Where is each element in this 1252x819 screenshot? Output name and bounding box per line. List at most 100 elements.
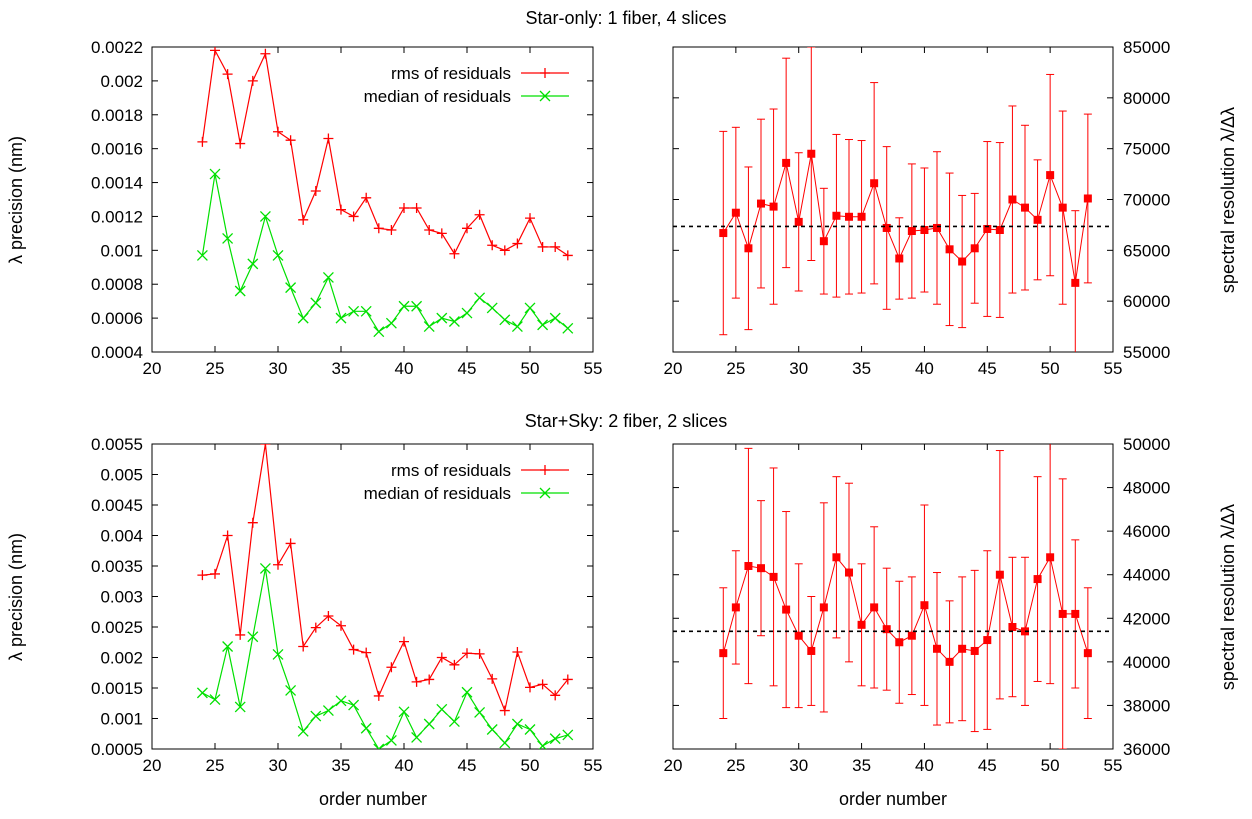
row2-right-data-point [782,605,791,614]
row1-left-series-point-0 [499,245,510,256]
row2-right-ylabel: spectral resolution λ/Δλ [1218,504,1238,690]
row1-left-series-point-1 [562,322,574,334]
row2-left-series-point-0 [512,647,523,658]
row2-left-xtick-label: 20 [143,756,162,775]
row2-left-ytick-label: 0.0015 [91,679,143,698]
row2-right-xtick-label: 50 [1041,756,1060,775]
row1-right-ylabel: spectral resolution λ/Δλ [1218,107,1238,293]
row2-left-ytick-label: 0.0035 [91,557,143,576]
row1-left-ylabel: λ precision (nm) [6,136,26,264]
row1-left-series-point-0 [373,223,384,234]
row2-left-series-point-0 [348,644,359,655]
row2-right-plot-area [673,444,1113,749]
row1-left-series-point-1 [385,317,397,329]
row1-right-data-point [920,226,929,234]
row1-right-ytick-label: 70000 [1123,191,1170,210]
row2-left-series-point-1 [348,699,360,711]
row1-left-series-point-1 [259,210,271,222]
row2-title: Star+Sky: 2 fiber, 2 slices [525,411,728,431]
row2-left-series-point-0 [537,679,548,690]
row2-right-data-point [731,603,740,612]
row1-left-series-point-0 [411,202,422,213]
row2-left-xtick-label: 25 [206,756,225,775]
row2-left-series-point-1 [499,737,511,749]
row1-left-ytick-label: 0.0004 [91,343,143,362]
row1-left-series-point-1 [474,292,486,304]
row1-right-data-point [1008,195,1017,204]
row2-left-ytick-label: 0.003 [100,588,143,607]
row1-right-data-point [1046,171,1055,180]
row1-left-ytick-label: 0.0016 [91,140,143,159]
row2-left-series-point-1 [562,729,574,741]
row1-left-ytick-label: 0.001 [100,241,143,260]
row1-left-legend-marker-1 [539,90,551,102]
row2-right-data-point [757,564,765,573]
row1-left-series-point-0 [310,186,321,197]
row1-right-data-point [782,158,791,167]
row2-right-xtick-label: 25 [726,756,745,775]
row2-left-series-point-0 [474,648,485,659]
row1-left-series-line-0 [201,48,569,256]
row2-left-xlabel: order number [319,789,427,809]
row2-right-data-point [945,657,954,666]
row1-left-xtick-label: 55 [584,359,603,378]
row1-left-xtick-label: 40 [395,359,414,378]
row2-left-series-point-1 [209,694,221,706]
row1-left-series-line-1 [201,173,569,333]
row2-left-series-point-1 [285,684,297,696]
row1-left-legend-label-1: median of residuals [364,87,511,106]
row2-left-series-point-1 [549,733,561,745]
row2-right-data-point [1083,649,1092,658]
row2-left-series-point-0 [436,652,447,663]
row2-left-series-point-1 [385,735,397,746]
row2-left-series-point-0 [247,517,258,528]
row1-title: Star-only: 1 fiber, 4 slices [525,8,726,28]
row1-right-ytick-label: 75000 [1123,140,1170,159]
row1-left-series-point-0 [260,48,271,59]
row1-left-series-point-0 [361,192,372,203]
row1-left-series-point-0 [222,69,233,80]
row1-right-xtick-label: 30 [789,359,808,378]
row2-left-plot-area [196,444,574,749]
row2-right-data-point [857,620,866,629]
row2-left-series-point-0 [411,676,422,687]
row1-right-data-point [832,211,841,220]
row1-left-series-point-0 [235,138,246,149]
row1-left-legend-label-0: rms of residuals [391,64,511,83]
row2-left-legend-marker-1 [539,487,551,499]
row2-left-series-point-1 [474,706,486,718]
row1-left-series-point-1 [247,258,259,270]
row2-left-ytick-label: 0.0055 [91,435,143,454]
row2-right-data-point [1033,575,1042,584]
row2-left-series-point-0 [361,647,372,658]
row2-left-series-point-1 [272,648,284,660]
row2-right-data-point [933,644,941,653]
row1-left-series-point-0 [323,133,334,144]
row2-left-series-point-0 [260,444,271,449]
row1-right-ytick-label: 85000 [1123,38,1170,57]
row2-right-data-point [983,636,992,645]
row1-left-series-point-0 [512,238,523,249]
row1-right-data-point [819,237,828,246]
row1-left-series-point-0 [298,214,309,225]
row1-left-series-point-0 [487,240,498,251]
row2-right-data-point [744,562,753,570]
row2-right-data-point [870,603,879,612]
row2-left-series-point-1 [196,687,208,699]
row2-left-series-point-0 [525,682,535,693]
row2-right-ytick-label: 36000 [1123,740,1170,759]
row1-right-data-point [970,244,979,253]
row1-left-ytick-label: 0.0014 [91,174,143,193]
row2-right-data-point [895,638,904,647]
row1-right-data-point [769,202,778,211]
row1-right-data-point [995,226,1004,234]
row1-left-series-point-0 [386,225,397,235]
row1-left-legend-marker-0 [540,68,550,78]
row2-left-series-point-1 [537,740,549,749]
row1-left-series-point-1 [222,233,234,244]
row2-left-series-point-0 [235,629,246,640]
row1-left-series-point-1 [448,316,460,327]
row1-right-connect-line [722,153,1089,283]
